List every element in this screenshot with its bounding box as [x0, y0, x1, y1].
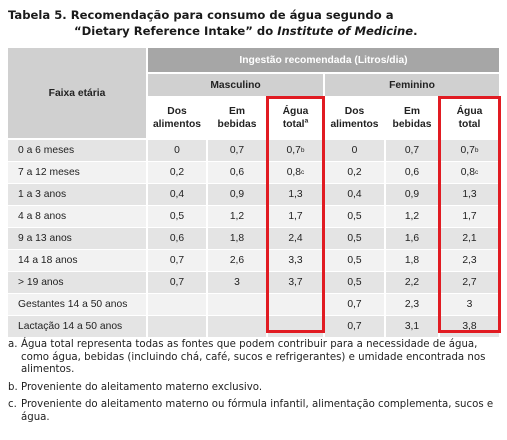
- title-period: .: [413, 24, 418, 38]
- male-drink-header: Em bebidas: [208, 98, 266, 138]
- female-total-header: Água total: [440, 98, 499, 138]
- male-header: Masculino: [148, 74, 323, 96]
- value-cell: 3,1: [386, 316, 438, 337]
- value-cell: 2,3: [440, 250, 499, 271]
- value-cell: 0,7: [325, 316, 384, 337]
- value-cell: 0,8 c: [440, 162, 499, 183]
- value-cell: 0,8 c: [268, 162, 323, 183]
- value-cell: 1,3: [268, 184, 323, 205]
- value-cell: 0,6: [386, 162, 438, 183]
- age-range-header: Faixa etária: [8, 48, 146, 138]
- age-range-cell: > 19 anos: [8, 272, 146, 293]
- value-cell: 3: [208, 272, 266, 293]
- value-cell: [148, 316, 206, 337]
- value-cell: 0,5: [325, 228, 384, 249]
- footnote-a: a. Água total representa todas as fontes …: [8, 339, 486, 375]
- value-cell: 2,3: [386, 294, 438, 315]
- value-cell: 2,6: [208, 250, 266, 271]
- value-cell: 0,4: [325, 184, 384, 205]
- value-cell: 3,7: [268, 272, 323, 293]
- value-cell: 0,7: [148, 250, 206, 271]
- age-range-cell: 9 a 13 anos: [8, 228, 146, 249]
- male-total-highlight: [266, 96, 325, 333]
- age-range-cell: Gestantes 14 a 50 anos: [8, 294, 146, 315]
- table-title: Tabela 5. Recomendação para consumo de á…: [8, 7, 503, 39]
- footnotes: a. Água total representa todas as fontes …: [8, 339, 498, 429]
- footnote-c: c. Proveniente do aleitamento materno ou …: [8, 399, 494, 423]
- age-range-cell: 4 a 8 anos: [8, 206, 146, 227]
- value-cell: [208, 294, 266, 315]
- value-cell: 0,5: [325, 272, 384, 293]
- male-total-header: Água totala: [268, 98, 323, 138]
- value-cell: [268, 294, 323, 315]
- value-cell: 0,5: [325, 206, 384, 227]
- value-cell: 0,2: [325, 162, 384, 183]
- title-institute: Institute of Medicine: [277, 24, 414, 38]
- female-drink-header: Em bebidas: [386, 98, 438, 138]
- age-range-cell: 7 a 12 meses: [8, 162, 146, 183]
- value-cell: 1,6: [386, 228, 438, 249]
- value-cell: 0,7 b: [268, 140, 323, 161]
- value-cell: 2,7: [440, 272, 499, 293]
- male-food-header: Dos alimentos: [148, 98, 206, 138]
- value-cell: 1,2: [386, 206, 438, 227]
- value-cell: 0: [148, 140, 206, 161]
- value-cell: 1,2: [208, 206, 266, 227]
- value-cell: 0,9: [386, 184, 438, 205]
- value-cell: 1,7: [268, 206, 323, 227]
- female-total-highlight: [438, 96, 501, 333]
- value-cell: 3: [440, 294, 499, 315]
- title-line-1: Tabela 5. Recomendação para consumo de á…: [8, 8, 394, 22]
- age-range-cell: 0 a 6 meses: [8, 140, 146, 161]
- value-cell: 0,2: [148, 162, 206, 183]
- title-line-2-text: “Dietary Reference Intake” do: [74, 24, 278, 38]
- value-cell: [208, 316, 266, 337]
- value-cell: 2,1: [440, 228, 499, 249]
- intake-header: Ingestão recomendada (Litros/dia): [148, 48, 499, 72]
- value-cell: 0,6: [148, 228, 206, 249]
- value-cell: 0,5: [325, 250, 384, 271]
- value-cell: 1,3: [440, 184, 499, 205]
- value-cell: 0,7 b: [440, 140, 499, 161]
- value-cell: 0,6: [208, 162, 266, 183]
- value-cell: 2,2: [386, 272, 438, 293]
- value-cell: 0,5: [148, 206, 206, 227]
- value-cell: 0,7: [386, 140, 438, 161]
- value-cell: 0: [325, 140, 384, 161]
- title-line-2: “Dietary Reference Intake” do Institute …: [8, 23, 503, 39]
- female-header: Feminino: [325, 74, 499, 96]
- footnote-b: b. Proveniente do aleitamento materno exc…: [8, 381, 263, 393]
- value-cell: 0,7: [208, 140, 266, 161]
- value-cell: 1,8: [208, 228, 266, 249]
- value-cell: [148, 294, 206, 315]
- value-cell: 3,3: [268, 250, 323, 271]
- value-cell: 0,4: [148, 184, 206, 205]
- age-range-cell: 14 a 18 anos: [8, 250, 146, 271]
- value-cell: 1,8: [386, 250, 438, 271]
- value-cell: 0,9: [208, 184, 266, 205]
- value-cell: 1,7: [440, 206, 499, 227]
- female-food-header: Dos alimentos: [325, 98, 384, 138]
- value-cell: 0,7: [325, 294, 384, 315]
- age-range-cell: 1 a 3 anos: [8, 184, 146, 205]
- age-range-cell: Lactação 14 a 50 anos: [8, 316, 146, 337]
- value-cell: 0,7: [148, 272, 206, 293]
- value-cell: 2,4: [268, 228, 323, 249]
